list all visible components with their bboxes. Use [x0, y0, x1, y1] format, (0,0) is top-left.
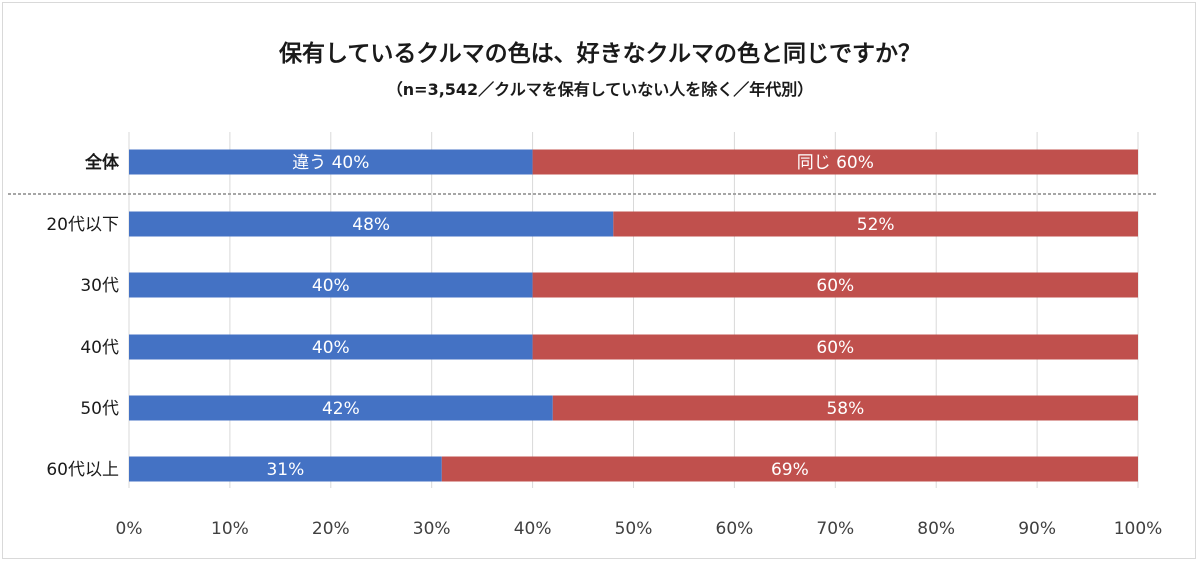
x-tick-label: 40% [514, 519, 552, 539]
data-label: 60% [816, 276, 854, 296]
bar-onaji [613, 211, 1138, 237]
bar-chigau [129, 334, 533, 360]
bar-chigau [129, 149, 533, 175]
bar-onaji [441, 456, 1138, 482]
bar-onaji [552, 395, 1138, 421]
data-label: 42% [322, 399, 360, 419]
x-tick-label: 20% [312, 519, 350, 539]
x-tick-label: 70% [816, 519, 854, 539]
category-label: 全体 [84, 152, 120, 173]
data-label: 40% [312, 338, 350, 358]
x-tick-label: 50% [615, 519, 653, 539]
data-label: 69% [771, 460, 809, 480]
category-label: 40代 [80, 338, 119, 358]
bar-chigau [129, 211, 614, 237]
data-label: 48% [352, 215, 390, 235]
x-tick-label: 30% [413, 519, 451, 539]
category-label: 20代以下 [46, 215, 119, 235]
data-label: 違う 40% [292, 153, 369, 173]
chart-title: 保有しているクルマの色は、好きなクルマの色と同じですか？ [279, 41, 921, 67]
bar-onaji [532, 149, 1138, 175]
category-label: 60代以上 [46, 460, 119, 480]
category-label: 50代 [80, 399, 119, 419]
category-label: 30代 [80, 276, 119, 296]
data-label: 52% [857, 215, 895, 235]
x-tick-label: 90% [1018, 519, 1056, 539]
chart-subtitle: （n=3,542／クルマを保有していない人を除く／年代別） [386, 80, 814, 99]
bar-chigau [129, 395, 553, 421]
bar-onaji [532, 334, 1138, 360]
bar-chigau [129, 456, 442, 482]
data-label: 同じ 60% [797, 153, 874, 173]
x-tick-label: 0% [116, 519, 143, 539]
data-label: 31% [266, 460, 304, 480]
x-tick-label: 10% [211, 519, 249, 539]
x-tick-label: 100% [1114, 519, 1163, 539]
data-label: 58% [826, 399, 864, 419]
bar-chigau [129, 272, 533, 298]
data-label: 40% [312, 276, 350, 296]
x-tick-label: 80% [917, 519, 955, 539]
data-label: 60% [816, 338, 854, 358]
bar-onaji [532, 272, 1138, 298]
x-tick-label: 60% [716, 519, 754, 539]
